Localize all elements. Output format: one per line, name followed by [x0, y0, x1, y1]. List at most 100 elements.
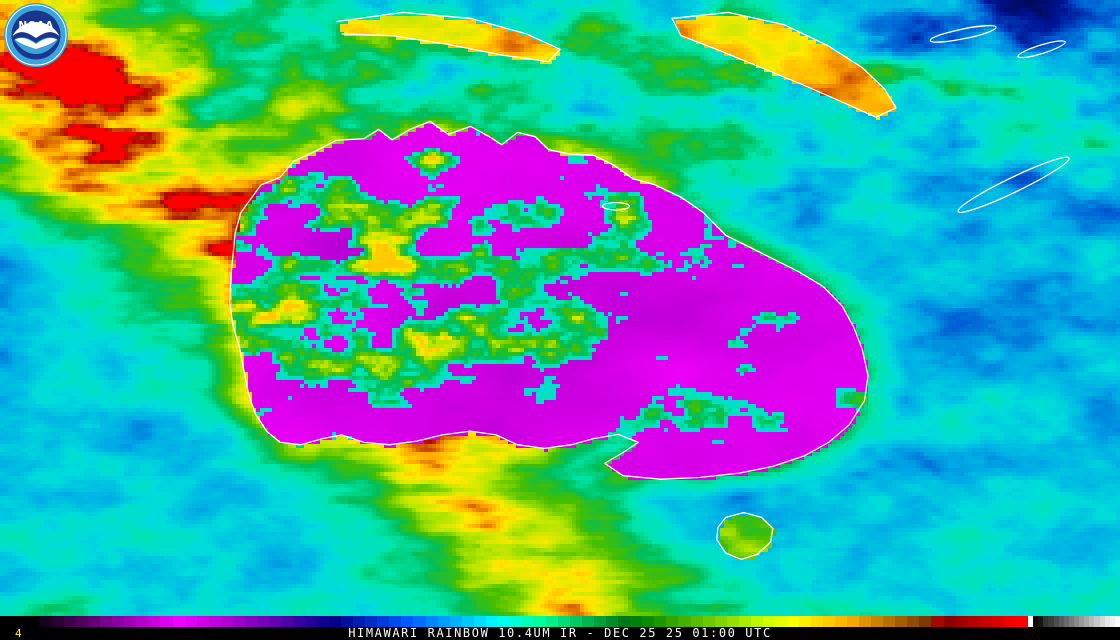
scale-tick-row: 4 [0, 627, 1120, 640]
color-scale-segment [280, 616, 293, 627]
color-scale-segment [497, 616, 510, 627]
scale-tick-label: 4 [15, 627, 22, 640]
color-scale-segment [883, 616, 896, 627]
grayscale-segment [1053, 616, 1059, 627]
color-scale-segment [220, 616, 233, 627]
color-scale-segment [570, 616, 583, 627]
color-scale-segment [40, 616, 53, 627]
color-scale-segment [991, 616, 1004, 627]
color-scale-segment [738, 616, 751, 627]
color-scale-segment [461, 616, 474, 627]
product-caption: HIMAWARI RAINBOW 10.4UM IR - DEC 25 25 0… [348, 626, 772, 640]
color-scale-segment [401, 616, 414, 627]
color-scale-segment [88, 616, 101, 627]
color-scale-segment [232, 616, 245, 627]
grayscale-segment [1109, 616, 1115, 627]
color-scale-segment [124, 616, 137, 627]
noaa-wordmark: NOAA [18, 20, 54, 32]
color-scale-segment [365, 616, 378, 627]
grayscale-segment [1084, 616, 1090, 627]
grayscale-segment [1068, 616, 1074, 627]
color-scale-segment [341, 616, 354, 627]
color-scale-segment [473, 616, 486, 627]
color-scale-segment [317, 616, 330, 627]
color-scale-segment [389, 616, 402, 627]
color-scale-segment [798, 616, 811, 627]
color-scale-segment [979, 616, 992, 627]
grayscale-segment [1073, 616, 1080, 627]
grayscale-segment [1058, 616, 1064, 627]
color-scale-segment [642, 616, 655, 627]
color-scale-segment [582, 616, 595, 627]
color-scale-segment [762, 616, 775, 627]
color-scale-segment [823, 616, 836, 627]
color-scale-segment [811, 616, 824, 627]
color-scale-segment [196, 616, 209, 627]
color-scale-segment [895, 616, 908, 627]
color-scale-segment [100, 616, 113, 627]
noaa-logo: NOAA [3, 2, 69, 68]
color-scale-segment [594, 616, 607, 627]
color-scale-segment [907, 616, 920, 627]
color-scale-segment [678, 616, 691, 627]
color-scale-segment [305, 616, 318, 627]
grayscale-segment [1028, 616, 1034, 627]
color-scale-segment [714, 616, 727, 627]
color-scale-segment [654, 616, 667, 627]
color-scale-segment [606, 616, 619, 627]
color-scale-segment [353, 616, 366, 627]
grayscale-segment [1099, 616, 1105, 627]
grayscale-segment [1079, 616, 1085, 627]
color-scale-segment [425, 616, 438, 627]
color-scale-segment [774, 616, 787, 627]
color-scale-segment [1003, 616, 1016, 627]
color-scale-segment [859, 616, 872, 627]
color-scale-segment [244, 616, 257, 627]
grayscale-segment [1104, 616, 1110, 627]
color-scale-segment [786, 616, 799, 627]
color-scale-segment [521, 616, 534, 627]
color-scale-segment [172, 616, 185, 627]
color-scale-segment [449, 616, 462, 627]
color-scale-segment [268, 616, 281, 627]
color-scale-segment [148, 616, 161, 627]
color-scale-segment [931, 616, 944, 627]
color-scale-segment [208, 616, 221, 627]
color-scale-segment [545, 616, 559, 627]
color-scale-segment [1015, 616, 1028, 627]
color-scale-segment [835, 616, 848, 627]
color-scale-segment [750, 616, 763, 627]
color-scale-segment [329, 616, 342, 627]
color-scale-segment [533, 616, 546, 627]
color-scale-segment [690, 616, 703, 627]
grayscale-segment [1033, 616, 1039, 627]
satellite-ir-raster [0, 0, 1120, 616]
color-scale-segment [871, 616, 884, 627]
color-scale-segment [847, 616, 860, 627]
grayscale-segment [1038, 616, 1044, 627]
satellite-image [0, 0, 1120, 616]
color-scale-segment [630, 616, 643, 627]
color-scale-segment [256, 616, 269, 627]
color-scale-segment [967, 616, 980, 627]
color-scale-segment [943, 616, 956, 627]
grayscale-scale-bar [1028, 616, 1120, 627]
color-scale-segment [184, 616, 197, 627]
color-scale-segment [618, 616, 631, 627]
color-scale-segment [509, 616, 522, 627]
color-scale-segment [52, 616, 65, 627]
color-scale-segment [919, 616, 932, 627]
color-scale-bar [40, 616, 1028, 627]
color-scale-segment [666, 616, 679, 627]
color-scale-segment [377, 616, 390, 627]
color-scale-segment [160, 616, 173, 627]
color-scale-segment [136, 616, 149, 627]
color-scale-segment [292, 616, 306, 627]
color-scale-segment [955, 616, 968, 627]
color-scale-segment [413, 616, 426, 627]
grayscale-segment [1043, 616, 1049, 627]
color-scale-segment [726, 616, 739, 627]
color-scale-segment [76, 616, 89, 627]
grayscale-segment [1114, 616, 1120, 627]
grayscale-segment [1089, 616, 1095, 627]
